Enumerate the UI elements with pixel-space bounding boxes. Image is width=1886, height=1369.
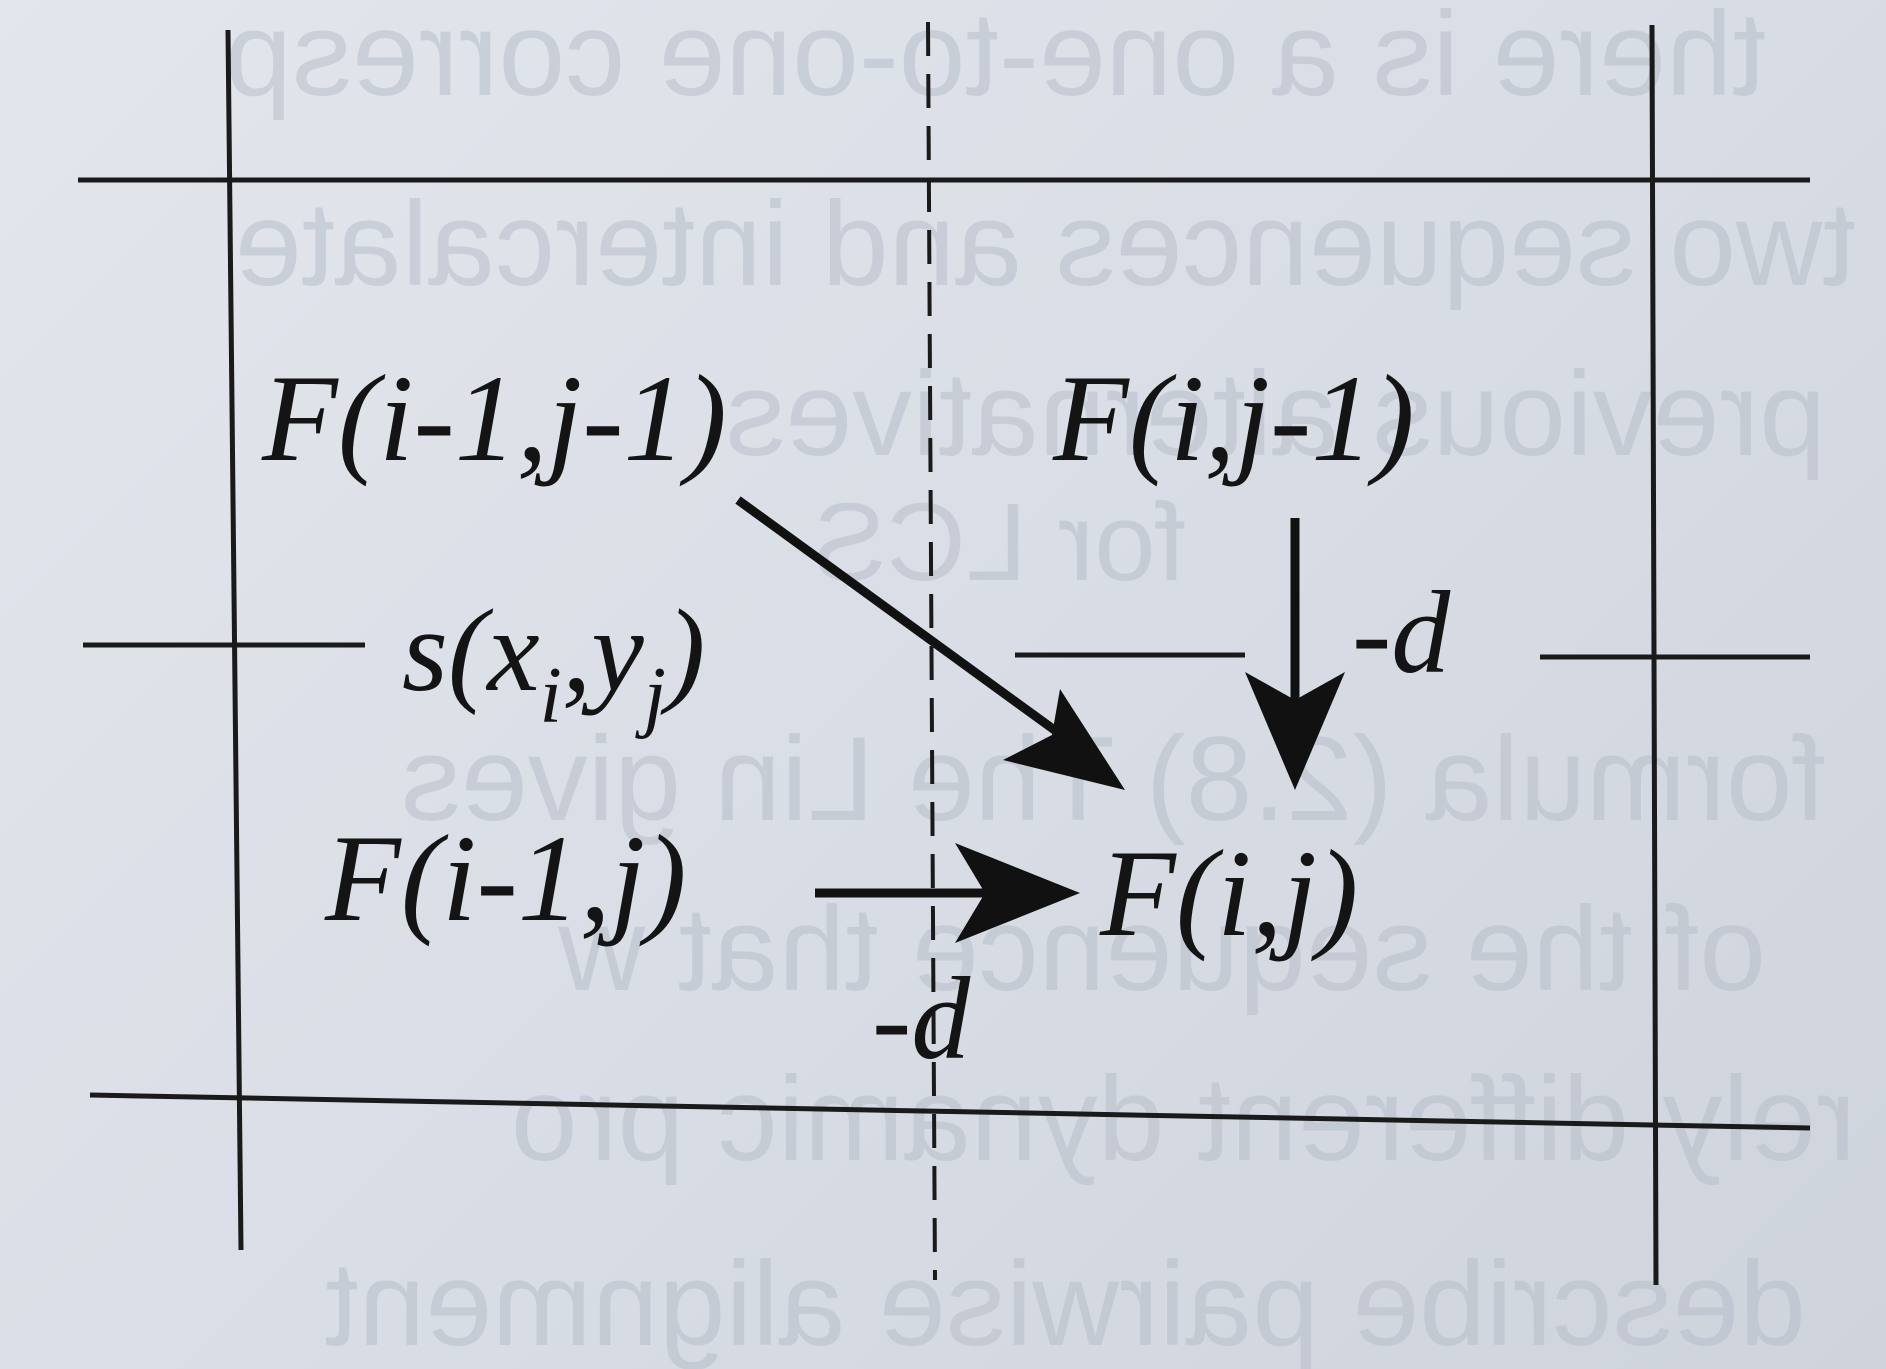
- cell-label-up: F(i,j-1): [1052, 350, 1415, 487]
- score-label-s: s(: [402, 585, 494, 716]
- diagonal-arrow-head: [1003, 689, 1125, 790]
- show-through-line-4: for LCS: [813, 481, 1186, 604]
- score-label: s(xi,yj): [402, 585, 705, 740]
- grid-line-center-dashed: [926, 21, 937, 1281]
- vertical-arrow: [1245, 518, 1345, 790]
- gap-label-horizontal: -d: [872, 953, 971, 1084]
- score-label-sub-i: i: [540, 652, 562, 740]
- grid-line-left: [225, 29, 244, 1251]
- show-through-line-6: of the sequence that w: [558, 882, 1766, 1016]
- cell-label-target: F(i,j): [1099, 825, 1358, 962]
- gap-label-vertical: -d: [1352, 567, 1451, 698]
- horizontal-arrow-head: [955, 843, 1080, 943]
- grid-line-right: [1649, 24, 1659, 1286]
- cell-label-left: F(i-1,j): [324, 810, 687, 947]
- show-through-line-7: rely different dynamic pro: [511, 1052, 1856, 1186]
- show-through-line-3: previous alternatives: [725, 347, 1826, 481]
- show-through-line-1: there is a one-to-one corresp: [225, 0, 1766, 121]
- grid: [78, 21, 1811, 1286]
- score-label-x: x: [485, 585, 539, 716]
- score-label-y: y: [581, 585, 644, 716]
- score-label-comma: ,: [562, 585, 592, 716]
- cell-label-diagonal: F(i-1,j-1): [261, 350, 727, 487]
- vertical-arrow-head: [1245, 672, 1345, 790]
- grid-line-bottom: [89, 1092, 1811, 1131]
- show-through-line-2: two sequences and intercalate: [235, 177, 1856, 311]
- diagonal-arrow: [735, 496, 1125, 790]
- diagonal-arrow-shaft: [735, 496, 1063, 738]
- show-through-line-8: describe pairwise alignment: [325, 1237, 1806, 1369]
- horizontal-arrow: [815, 843, 1080, 943]
- score-label-close: ): [660, 585, 705, 716]
